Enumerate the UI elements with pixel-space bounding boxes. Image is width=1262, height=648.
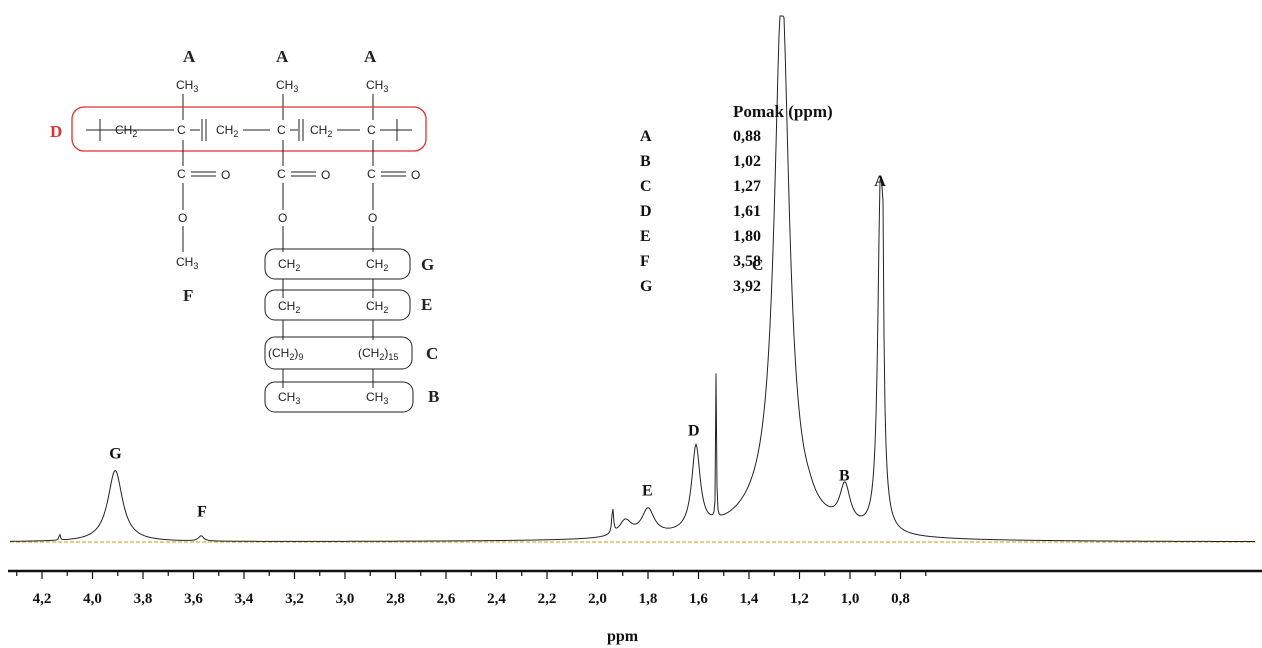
svg-text:CH3: CH3 (366, 390, 388, 406)
methyl-2: CH3 (276, 78, 298, 94)
tick-label: 3,4 (235, 591, 254, 607)
svg-text:O: O (178, 211, 187, 225)
table-row-value: 3,58 (733, 253, 761, 270)
svg-text:O: O (278, 211, 287, 225)
svg-text:C: C (367, 123, 376, 137)
peak-label-d: D (688, 423, 700, 440)
tick-label: 1,6 (689, 591, 708, 607)
peak-label-g: G (109, 446, 122, 463)
label-f: F (183, 286, 193, 305)
tick-label: 3,0 (336, 591, 355, 607)
tick-label: 1,2 (790, 591, 809, 607)
spectrum-line (9, 15, 1255, 543)
x-axis-label: ppm (607, 628, 639, 645)
svg-text:C: C (367, 167, 376, 181)
box-label-c: C (426, 344, 438, 363)
structure-label-a-2: A (276, 47, 289, 66)
table-header: Pomak (ppm) (733, 102, 833, 121)
table-row-value: 1,27 (733, 178, 761, 195)
peak-label-e: E (642, 483, 653, 500)
label-d: D (50, 122, 62, 141)
table-row-label: F (640, 253, 650, 270)
box-label-e: E (421, 295, 432, 314)
svg-text:O: O (321, 168, 330, 182)
svg-text:(CH2)9: (CH2)9 (268, 346, 303, 362)
svg-text:C: C (177, 167, 186, 181)
table-row-value: 1,02 (733, 153, 761, 170)
tick-label: 3,2 (285, 591, 304, 607)
tick-label: 2,2 (538, 591, 557, 607)
peak-label-c: C (752, 257, 764, 274)
svg-text:O: O (368, 211, 377, 225)
svg-text:CH2: CH2 (310, 123, 332, 139)
svg-text:CH3: CH3 (278, 390, 300, 406)
table-row-value: 1,80 (733, 228, 761, 245)
tick-label: 2,0 (588, 591, 607, 607)
tick-label: 2,4 (487, 591, 506, 607)
box-c (264, 336, 413, 370)
tick-label: 4,0 (83, 591, 102, 607)
table-row-label: C (640, 178, 652, 195)
peak-label-f: F (197, 504, 207, 521)
tick-label: 0,8 (891, 591, 910, 607)
table-row-value: 3,92 (733, 278, 761, 295)
svg-text:C: C (177, 123, 186, 137)
svg-text:CH2: CH2 (366, 299, 388, 315)
box-label-g: G (421, 255, 434, 274)
svg-text:CH2: CH2 (366, 257, 388, 273)
methyl-1: CH3 (176, 78, 198, 94)
svg-text:CH2: CH2 (278, 299, 300, 315)
peak-label-a: A (874, 173, 886, 190)
box-b (264, 381, 414, 413)
tick-label: 2,6 (437, 591, 456, 607)
shift-table: Pomak (ppm) A 0,88 B 1,02 C 1,27 D 1,61 E 1,80 F 3,… (640, 102, 833, 295)
table-row-label: G (640, 278, 653, 295)
tick-label: 3,6 (184, 591, 203, 607)
svg-text:CH2: CH2 (216, 123, 238, 139)
table-row-label: D (640, 203, 652, 220)
box-g (264, 248, 411, 280)
svg-text:C: C (277, 167, 286, 181)
table-row-value: 1,61 (733, 203, 761, 220)
svg-text:(CH2)15: (CH2)15 (358, 346, 398, 362)
svg-text:CH2: CH2 (115, 123, 137, 139)
structure-label-a-1: A (183, 47, 196, 66)
tick-label: 1,4 (740, 591, 759, 607)
peak-label-b: B (839, 467, 850, 484)
tick-label: 4,2 (33, 591, 52, 607)
backbone-box (71, 106, 427, 152)
tick-label: 1,8 (639, 591, 658, 607)
structure-label-a-3: A (364, 47, 377, 66)
table-row-value: 0,88 (733, 128, 761, 145)
methyl-3: CH3 (366, 78, 388, 94)
table-row-label: E (640, 228, 651, 245)
table-row-label: A (640, 128, 652, 145)
tick-label: 1,0 (841, 591, 860, 607)
svg-text:O: O (221, 168, 230, 182)
tick-label: 2,8 (386, 591, 405, 607)
box-e (264, 289, 411, 321)
svg-text:O: O (411, 168, 420, 182)
x-axis: 4,2 4,0 3,8 3,6 3,4 3,2 3,0 2,8 2,6 2,4 2,2 2,0 1,8 1… (8, 569, 1262, 607)
svg-text:C: C (277, 123, 286, 137)
svg-text:CH3: CH3 (176, 255, 198, 271)
polymer-structure: A A A CH3 CH3 CH3 D CH2 C CH2 C CH2 C (50, 47, 439, 413)
box-label-b: B (428, 387, 439, 406)
svg-text:CH2: CH2 (278, 257, 300, 273)
table-row-label: B (640, 153, 651, 170)
tick-label: 3,8 (134, 591, 153, 607)
